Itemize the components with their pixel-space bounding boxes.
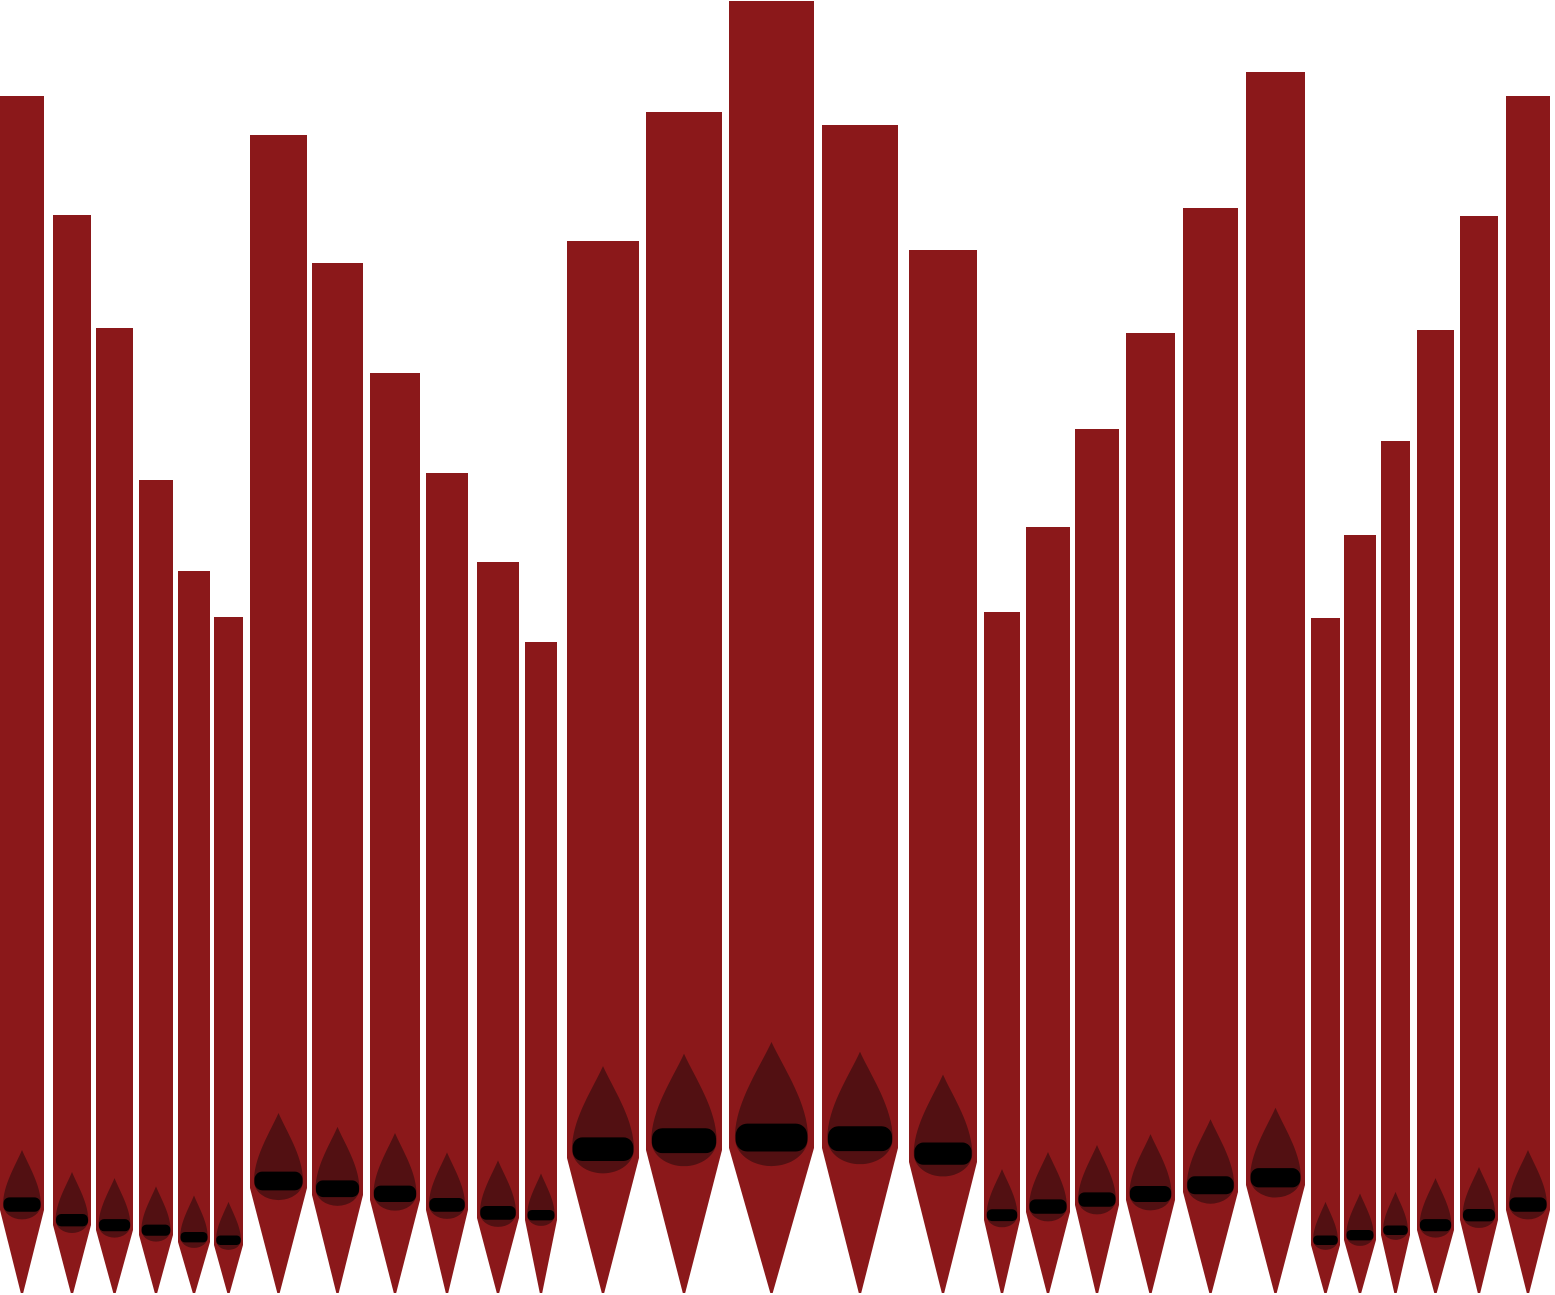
pipe-body <box>250 135 307 1293</box>
pipe-body <box>477 562 519 1293</box>
pipe-body <box>53 215 91 1293</box>
pipe-lip <box>1313 1235 1338 1245</box>
organ-pipe <box>525 642 557 1293</box>
pipe-lip <box>316 1180 359 1198</box>
pipe-lip <box>180 1231 208 1243</box>
pipe-lip <box>55 1213 89 1227</box>
pipe-lip <box>914 1142 972 1165</box>
organ-pipe <box>477 562 519 1293</box>
pipe-lip <box>827 1126 893 1152</box>
pipe-body <box>984 612 1020 1293</box>
pipe-body <box>1183 208 1238 1293</box>
pipe-body <box>214 617 243 1293</box>
pipe-lip <box>141 1224 171 1236</box>
organ-pipe <box>567 241 639 1293</box>
pipe-lip <box>1187 1176 1234 1195</box>
pipe-lip <box>216 1235 241 1245</box>
pipe-body <box>1417 330 1454 1293</box>
pipe-body <box>178 571 210 1293</box>
pipe-body <box>1344 535 1376 1293</box>
organ-pipe <box>1026 527 1070 1293</box>
organ-pipe <box>646 112 722 1293</box>
organ-pipe <box>1075 429 1119 1293</box>
organ-pipe <box>1344 535 1376 1293</box>
organ-pipe <box>729 1 814 1293</box>
pipe-body <box>1126 333 1175 1293</box>
pipe-lip <box>572 1137 634 1161</box>
organ-pipe <box>1311 618 1340 1293</box>
pipe-lip <box>1346 1229 1374 1241</box>
organ-pipe <box>178 571 210 1293</box>
organ-pipe <box>822 125 898 1293</box>
organ-pipe <box>1183 208 1238 1293</box>
organ-pipe <box>1506 96 1550 1293</box>
pipe-lip <box>1250 1168 1301 1188</box>
pipe-body <box>0 96 44 1293</box>
pipe-lip <box>1029 1199 1067 1214</box>
organ-pipe <box>1381 441 1410 1293</box>
pipe-body <box>1246 72 1305 1293</box>
pipe-body <box>312 263 363 1293</box>
organ-pipe <box>139 480 173 1293</box>
pipe-body <box>1381 441 1410 1293</box>
pipe-body <box>822 125 898 1293</box>
pipe-lip <box>254 1171 303 1191</box>
pipe-body <box>909 250 977 1293</box>
organ-pipe <box>53 215 91 1293</box>
pipe-body <box>1506 96 1550 1293</box>
pipe-lip <box>98 1219 131 1232</box>
pipe-body <box>729 1 814 1293</box>
pipe-lip <box>527 1209 555 1221</box>
organ-pipe <box>312 263 363 1293</box>
pipe-lip <box>1509 1197 1547 1212</box>
pipe-lip <box>3 1197 41 1212</box>
pipe-lip <box>1462 1208 1496 1222</box>
pipe-lip <box>1419 1219 1452 1232</box>
pipe-lip <box>651 1128 717 1154</box>
pipe-body <box>1075 429 1119 1293</box>
pipe-body <box>96 328 133 1293</box>
pipe-body <box>1311 618 1340 1293</box>
pipe-lip <box>1383 1225 1408 1235</box>
pipe-lip <box>429 1197 465 1212</box>
pipe-body <box>1026 527 1070 1293</box>
pipe-body <box>525 642 557 1293</box>
organ-pipe <box>214 617 243 1293</box>
pipe-body <box>646 112 722 1293</box>
pipe-lip <box>1129 1185 1172 1203</box>
pipe-body <box>370 373 420 1293</box>
pipe-body <box>1460 216 1498 1293</box>
pipe-body <box>426 473 468 1293</box>
organ-pipe <box>1126 333 1175 1293</box>
organ-pipe <box>426 473 468 1293</box>
pipe-lip <box>480 1205 516 1220</box>
organ-pipe <box>250 135 307 1293</box>
pipe-body <box>567 241 639 1293</box>
organ-pipe <box>1460 216 1498 1293</box>
pipe-lip <box>986 1209 1018 1222</box>
organ-pipe <box>96 328 133 1293</box>
organ-pipe <box>1246 72 1305 1293</box>
organ-pipe <box>909 250 977 1293</box>
organ-pipe <box>0 96 44 1293</box>
pipe-body <box>139 480 173 1293</box>
pipe-lip <box>735 1123 808 1152</box>
pipe-lip <box>373 1185 417 1203</box>
pipe-lip <box>1078 1192 1116 1207</box>
organ-pipe <box>370 373 420 1293</box>
organ-pipe <box>984 612 1020 1293</box>
organ-pipe <box>1417 330 1454 1293</box>
